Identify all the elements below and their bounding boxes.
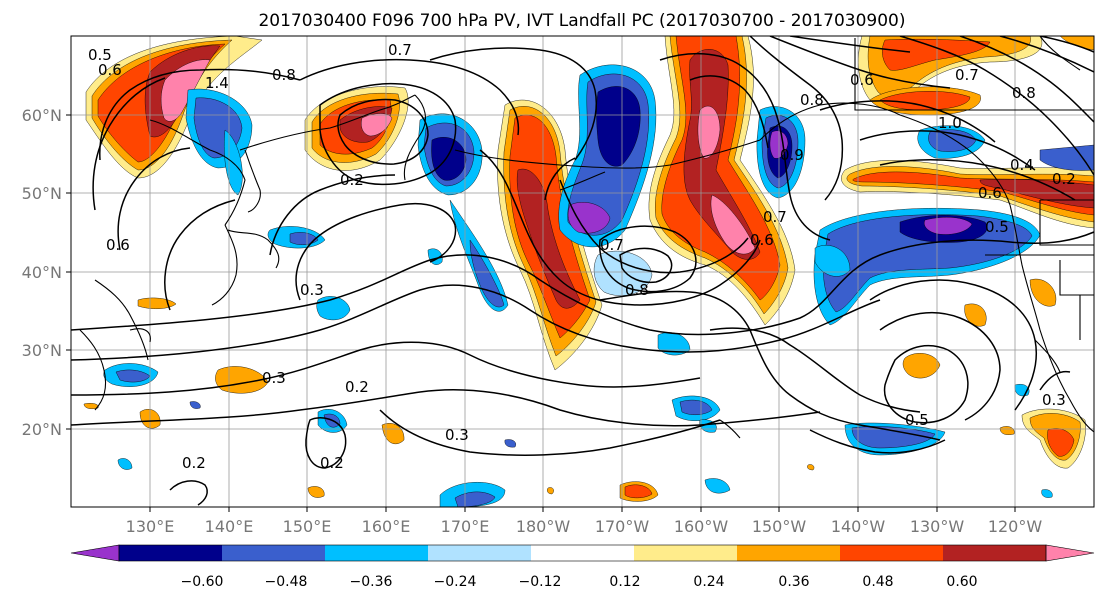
contour-label: 0.5 xyxy=(905,411,929,429)
contour-label: 0.2 xyxy=(182,454,206,472)
colorbar-swatch xyxy=(840,545,944,561)
colorbar-swatch xyxy=(634,545,738,561)
contour-label: 0.8 xyxy=(800,91,824,109)
colorbar-swatch xyxy=(428,545,532,561)
contour-label: 0.6 xyxy=(98,61,122,79)
contour-label: 0.6 xyxy=(106,236,130,254)
lon-tick-label: 160°E xyxy=(362,517,411,536)
colorbar-swatch xyxy=(943,545,1047,561)
contour-label: 0.7 xyxy=(763,208,787,226)
lat-tick-label: 20°N xyxy=(22,420,62,439)
colorbar-swatches xyxy=(70,544,1095,562)
colorbar-swatch xyxy=(70,544,120,562)
contour-label: 0.3 xyxy=(445,426,469,444)
map-area: 0.5 0.6 0.7 1.4 0.8 0.2 0.6 0.7 0.8 0.5 … xyxy=(71,36,1094,507)
lon-axis: 130°E 140°E 150°E 160°E 170°E 180°W 170°… xyxy=(126,507,1043,536)
contour-label: 0.6 xyxy=(850,71,874,89)
lon-tick-label: 160°W xyxy=(674,517,729,536)
contour-label: 0.3 xyxy=(300,281,324,299)
lon-tick-label: 140°W xyxy=(831,517,886,536)
lat-axis: 60°N 50°N 40°N 30°N 20°N xyxy=(22,106,71,439)
contour-label: 0.4 xyxy=(1010,156,1034,174)
coastlines xyxy=(79,36,1094,439)
contour-label: 0.2 xyxy=(320,454,344,472)
colorbar-tick-label: −0.36 xyxy=(350,574,393,590)
colorbar-frame xyxy=(118,544,1047,562)
colorbar-tick-label: 0.12 xyxy=(609,574,640,590)
colorbar-tick-label: −0.12 xyxy=(519,574,562,590)
colorbar-swatch xyxy=(325,545,429,561)
contours xyxy=(71,36,1094,506)
shaded-fields xyxy=(83,36,1094,507)
colorbar-swatch xyxy=(222,545,326,561)
contour-label: 0.8 xyxy=(625,281,649,299)
contour-label: 0.8 xyxy=(1012,84,1036,102)
colorbar-tick-label: −0.60 xyxy=(181,574,224,590)
contour-label: 0.2 xyxy=(345,378,369,396)
colorbar-tick-labels: −0.60 −0.48 −0.36 −0.24 −0.12 0.12 0.24 … xyxy=(181,574,978,590)
colorbar-tick-label: −0.48 xyxy=(265,574,308,590)
lon-tick-label: 150°W xyxy=(752,517,807,536)
contour-label: 0.2 xyxy=(340,171,364,189)
colorbar-swatch xyxy=(1045,544,1095,562)
lon-tick-label: 170°W xyxy=(595,517,650,536)
contour-label: 0.3 xyxy=(262,369,286,387)
lat-tick-label: 40°N xyxy=(22,263,62,282)
colorbar-swatch xyxy=(119,545,223,561)
lon-tick-label: 130°W xyxy=(910,517,965,536)
colorbar-tick-label: 0.36 xyxy=(778,574,809,590)
contour-label: 0.3 xyxy=(1042,391,1066,409)
contour-label: 0.5 xyxy=(985,218,1009,236)
lat-tick-label: 30°N xyxy=(22,341,62,360)
colorbar-tick-label: 0.60 xyxy=(946,574,977,590)
lon-tick-label: 130°E xyxy=(126,517,175,536)
lat-tick-label: 50°N xyxy=(22,184,62,203)
contour-label: 1.4 xyxy=(205,74,229,92)
contour-label: 1.0 xyxy=(938,114,962,132)
lon-tick-label: 120°W xyxy=(988,517,1043,536)
contour-label: 0.5 xyxy=(88,46,112,64)
colorbar: −0.60 −0.48 −0.36 −0.24 −0.12 0.12 0.24 … xyxy=(70,544,1095,590)
lon-tick-label: 150°E xyxy=(283,517,332,536)
contour-label: 0.2 xyxy=(1052,170,1076,188)
lon-tick-label: 170°E xyxy=(441,517,490,536)
contour-label: 0.7 xyxy=(388,41,412,59)
colorbar-tick-label: 0.48 xyxy=(862,574,893,590)
lat-tick-label: 60°N xyxy=(22,106,62,125)
contour-label: 0.8 xyxy=(272,66,296,84)
map-title: 2017030400 F096 700 hPa PV, IVT Landfall… xyxy=(258,11,905,31)
contour-label: 0.6 xyxy=(750,231,774,249)
gridlines xyxy=(71,36,1094,507)
colorbar-tick-label: 0.24 xyxy=(693,574,724,590)
contour-label: 0.9 xyxy=(780,146,804,164)
contour-labels: 0.5 0.6 0.7 1.4 0.8 0.2 0.6 0.7 0.8 0.5 … xyxy=(88,41,1076,472)
contour-label: 0.7 xyxy=(955,66,979,84)
colorbar-tick-label: −0.24 xyxy=(434,574,477,590)
colorbar-swatch xyxy=(737,545,841,561)
lon-tick-label: 140°E xyxy=(205,517,254,536)
contour-label: 0.7 xyxy=(600,236,624,254)
contour-label: 0.6 xyxy=(978,184,1002,202)
lon-tick-label: 180°W xyxy=(516,517,571,536)
colorbar-swatch xyxy=(531,545,635,561)
